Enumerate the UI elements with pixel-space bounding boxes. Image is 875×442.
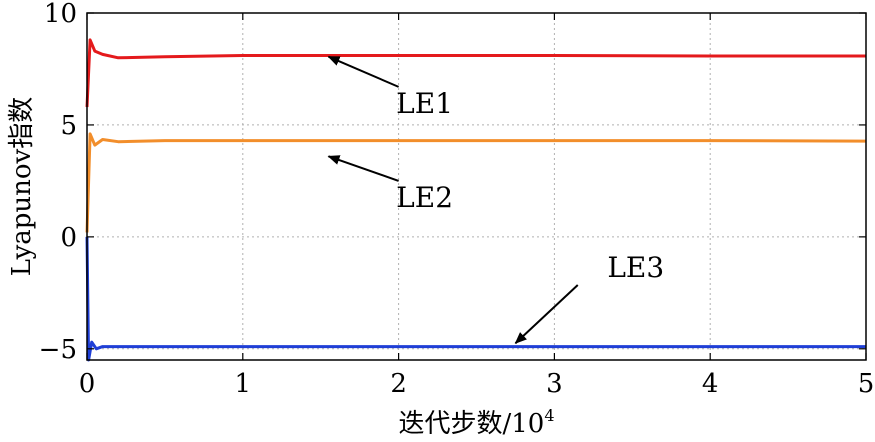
annotation-arrow [327, 55, 399, 88]
y-axis-title: Lyapunov指数 [7, 97, 37, 276]
annotation-label-le2: LE2 [396, 181, 453, 214]
annotations: LE1 LE2 LE3 [327, 55, 664, 344]
x-axis-title-text: 迭代步数/10 [398, 409, 544, 439]
x-tick-label: 1 [235, 369, 252, 399]
x-tick-label: 5 [858, 369, 875, 399]
y-tick-label: 5 [60, 111, 77, 141]
grid [86, 12, 867, 360]
annotation-arrow [327, 155, 399, 182]
x-tick-label: 2 [390, 369, 407, 399]
y-tick-label: −5 [39, 335, 77, 365]
annotation-label-le3: LE3 [607, 251, 664, 284]
x-tick-label: 3 [546, 369, 563, 399]
series-group [85, 38, 867, 362]
x-axis-title: 迭代步数/104 [398, 406, 554, 439]
series-line-le2 [85, 132, 867, 233]
y-tick-label: 10 [44, 0, 77, 29]
series-line-le3 [85, 236, 866, 362]
annotation-arrow [514, 284, 579, 344]
annotation-label-le1: LE1 [396, 87, 453, 120]
x-tick-label: 4 [702, 369, 719, 399]
x-tick-label: 0 [79, 369, 96, 399]
plot-frame [86, 12, 867, 361]
x-axis-title-exponent: 4 [544, 406, 554, 425]
y-tick-label: 0 [60, 223, 77, 253]
series-line-le1 [85, 38, 866, 108]
